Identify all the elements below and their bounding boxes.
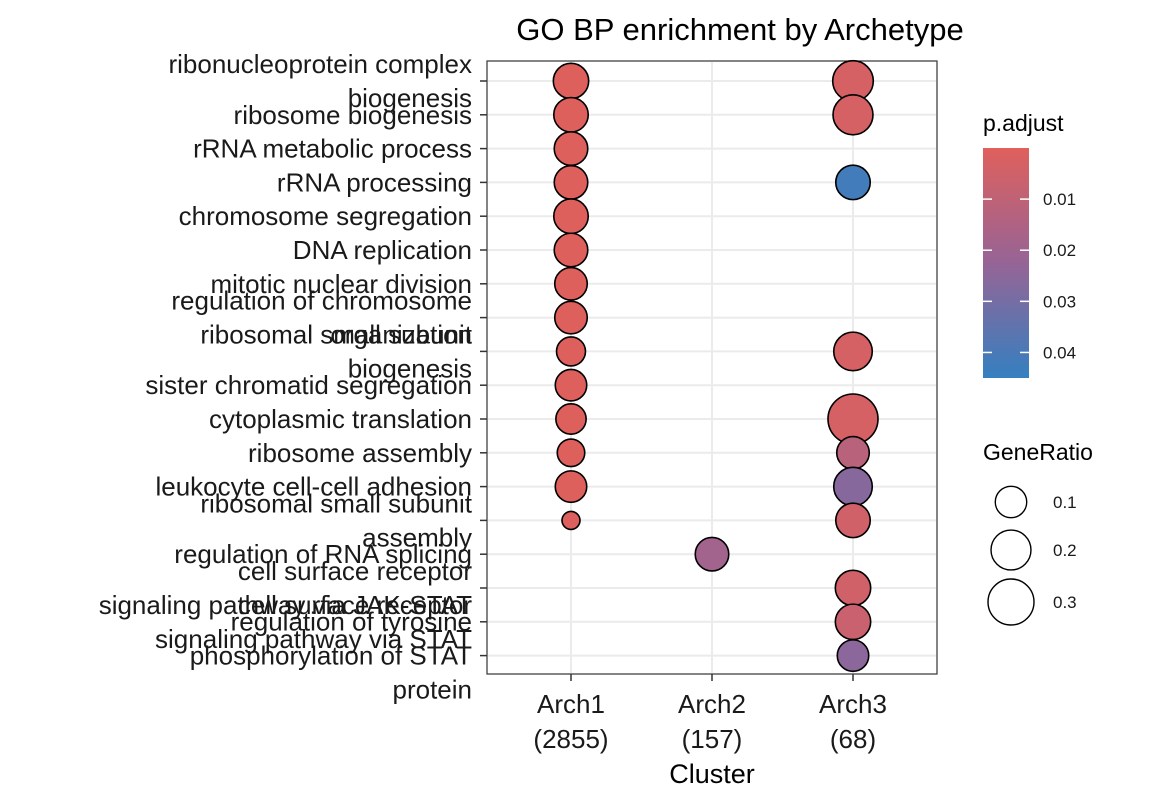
size-legend-label: 0.3 [1053,593,1077,612]
color-legend-label: 0.01 [1043,190,1076,209]
x-tick-label: Arch2 (157) [678,689,746,754]
data-point [556,438,586,468]
data-point [552,62,590,100]
data-point [832,331,874,372]
size-legend-circle [994,485,1028,519]
data-point [555,336,587,367]
color-legend-title: p.adjust [983,110,1064,136]
data-point [836,639,870,673]
y-tick-label: ribosome biogenesis [234,100,472,130]
color-legend-ticks: 0.01 0.02 0.03 0.04 [983,190,1076,362]
y-tick-label: regulation of tyrosine phosphorylation of… [190,607,472,705]
color-legend-label: 0.03 [1043,292,1076,311]
data-point [553,300,589,335]
data-point [834,164,872,201]
size-legend-label: 0.1 [1053,493,1077,512]
y-tick-label: DNA replication [293,235,472,265]
y-tick-label: ribonucleoprotein complex biogenesis [168,49,472,113]
x-axis-ticks [570,674,854,681]
y-tick-label: regulation of RNA splicing [174,539,472,569]
data-point [835,435,871,470]
y-axis-labels: ribonucleoprotein complex biogenesisribos… [99,49,473,705]
y-tick-label: sister chromatid segregation [145,370,472,400]
data-point [553,131,589,167]
y-tick-label: cell surface receptor signaling pathway v… [155,590,472,654]
data-points [552,59,879,673]
color-legend-label: 0.04 [1043,343,1076,362]
size-legend-label: 0.2 [1053,541,1077,560]
data-point [832,94,874,136]
data-point [554,470,588,504]
data-point [834,569,872,607]
data-point [834,603,872,641]
y-tick-label: mitotic nuclear division [210,269,472,299]
y-tick-label: rRNA metabolic process [193,134,472,164]
x-tick-label: Arch3 (68) [819,689,887,754]
size-legend-circle [990,529,1032,571]
color-legend-bar [983,148,1029,378]
size-legend-circle [987,578,1035,626]
data-point [553,164,589,200]
y-tick-label: regulation of chromosome organization [171,286,472,350]
data-point [561,510,581,531]
y-tick-label: ribosome assembly [248,438,472,468]
data-point [555,403,587,435]
y-tick-label: rRNA processing [277,167,472,197]
data-point [554,368,588,402]
y-tick-label: ribosomal small subunit assembly [200,488,472,552]
x-axis-labels: Arch1 (2855) Arch2 (157) Arch3 (68) [533,689,887,754]
y-tick-label: leukocyte cell-cell adhesion [155,472,472,502]
x-axis-title: Cluster [669,759,755,789]
data-point [834,502,872,539]
size-legend-title: GeneRatio [983,439,1093,465]
data-point [553,232,589,268]
size-legend: 0.1 0.2 0.3 [987,485,1077,626]
x-tick-label: Arch1 (2855) [533,689,608,754]
color-legend-label: 0.02 [1043,241,1076,260]
data-point [552,96,590,133]
y-tick-label: chromosome segregation [179,201,472,231]
data-point [832,466,874,507]
y-tick-label: ribosomal small subunit biogenesis [200,319,472,383]
data-point [552,198,590,235]
y-tick-label: cytoplasmic translation [209,404,472,434]
y-tick-label: cell surface receptor signaling pathway v… [99,556,473,620]
data-point [553,266,589,301]
data-point [694,536,730,572]
chart-title: GO BP enrichment by Archetype [516,12,963,47]
y-axis-ticks [480,80,487,657]
